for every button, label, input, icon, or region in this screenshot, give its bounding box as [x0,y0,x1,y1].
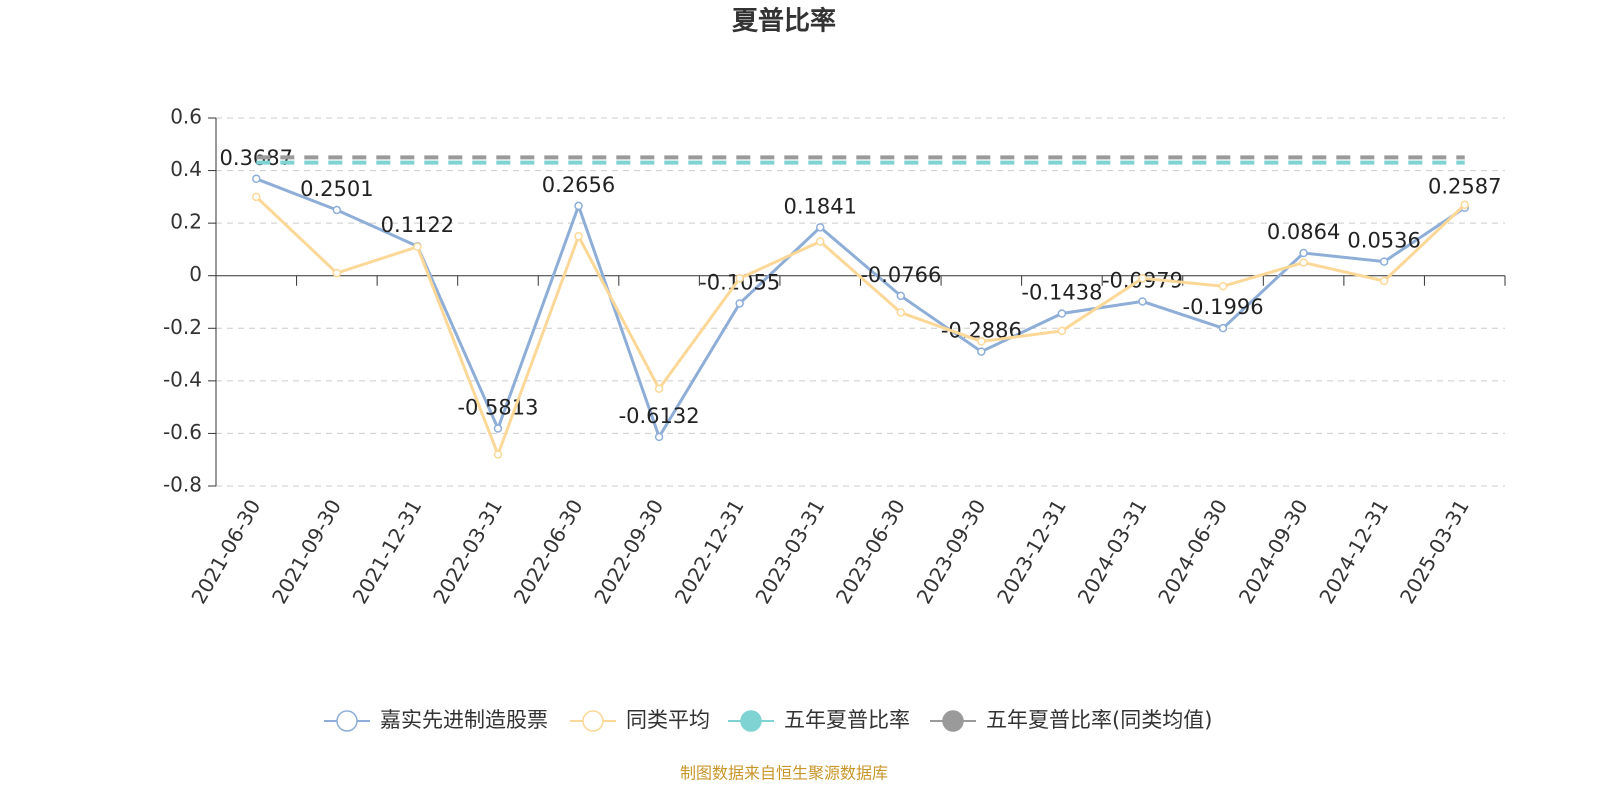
point [735,299,744,308]
x-tick-label: 2021-06-30 [186,495,265,608]
x-tick-label: 2025-03-31 [1395,495,1474,608]
point [977,347,986,356]
point [332,268,342,278]
legend-label: 同类平均 [626,708,710,732]
x-tick-label: 2021-09-30 [267,495,346,608]
data-label: 0.0536 [1347,229,1420,253]
x-tick-label: 2023-06-30 [831,495,910,608]
y-tick-label: -0.4 [163,367,202,391]
data-label: -0.6132 [619,404,700,428]
point [815,223,825,232]
x-tick-label: 2023-12-31 [992,495,1071,608]
point [1299,248,1308,258]
point [654,384,664,393]
legend-marker [582,710,604,732]
point [252,192,261,202]
point [493,450,503,459]
y-tick-label: 0.2 [170,210,202,234]
data-label: -0.1996 [1183,295,1264,319]
series-line [255,195,1466,459]
point [252,174,261,184]
y-tick-label: 0.4 [170,157,202,181]
x-tick-label: 2023-09-30 [912,495,991,608]
point [574,232,583,241]
chart-title: 夏普比率 [732,6,836,37]
x-tick-label: 2021-12-31 [348,495,427,608]
x-tick-label: 2023-03-31 [750,495,829,608]
data-label: 0.1122 [381,213,454,237]
point [1218,323,1228,333]
x-tick-label: 2024-06-30 [1153,495,1232,608]
legend-item: 五年夏普比率(同类均值) [930,708,1212,732]
x-tick-label: 2024-12-31 [1314,495,1393,608]
legend-item: 嘉实先进制造股票 [324,708,548,732]
point [1138,274,1147,283]
legend-label: 嘉实先进制造股票 [380,708,548,732]
data-label: 0.1841 [783,194,856,218]
legend-item: 同类平均 [570,708,710,732]
data-label: 0.2501 [300,177,373,201]
point [896,308,906,317]
point [1057,326,1067,336]
point [896,291,906,301]
point [1138,297,1147,306]
series-line [255,177,1466,441]
data-label: 0.2587 [1428,175,1501,199]
data-label: -0.0766 [860,263,941,287]
x-tick-label: 2022-09-30 [589,495,668,608]
point [493,424,503,433]
legend-marker [740,710,762,732]
y-tick-label: -0.8 [163,473,202,497]
legend-item: 五年夏普比率 [728,708,910,732]
x-tick-label: 2022-06-30 [509,495,588,608]
point [574,201,583,211]
data-label: 0.2656 [542,173,615,197]
y-tick-label: -0.2 [163,315,202,339]
point [1057,309,1067,318]
y-tick-label: 0 [189,262,202,286]
point [1379,257,1389,266]
point [1460,200,1469,209]
point [735,274,744,283]
legend-label: 五年夏普比率 [784,708,910,732]
point [1299,258,1308,267]
data-label: 0.0864 [1267,220,1340,244]
legend-marker [942,710,964,732]
x-tick-label: 2024-09-30 [1234,495,1313,608]
point [332,205,342,215]
legend-marker [336,710,358,732]
point [413,242,422,252]
x-tick-label: 2022-03-31 [428,495,507,608]
y-tick-label: 0.6 [170,105,202,129]
x-tick-label: 2024-03-31 [1073,495,1152,608]
point [1379,276,1389,286]
x-tick-label: 2022-12-31 [670,495,749,608]
data-label: -0.1438 [1021,281,1102,305]
source-note: 制图数据来自恒生聚源数据库 [680,764,888,783]
point [815,237,825,246]
data-label: -0.5813 [457,396,538,420]
point [654,432,664,442]
y-tick-label: -0.6 [163,420,202,444]
point [1218,281,1228,291]
point [977,337,986,346]
legend-label: 五年夏普比率(同类均值) [986,708,1212,732]
